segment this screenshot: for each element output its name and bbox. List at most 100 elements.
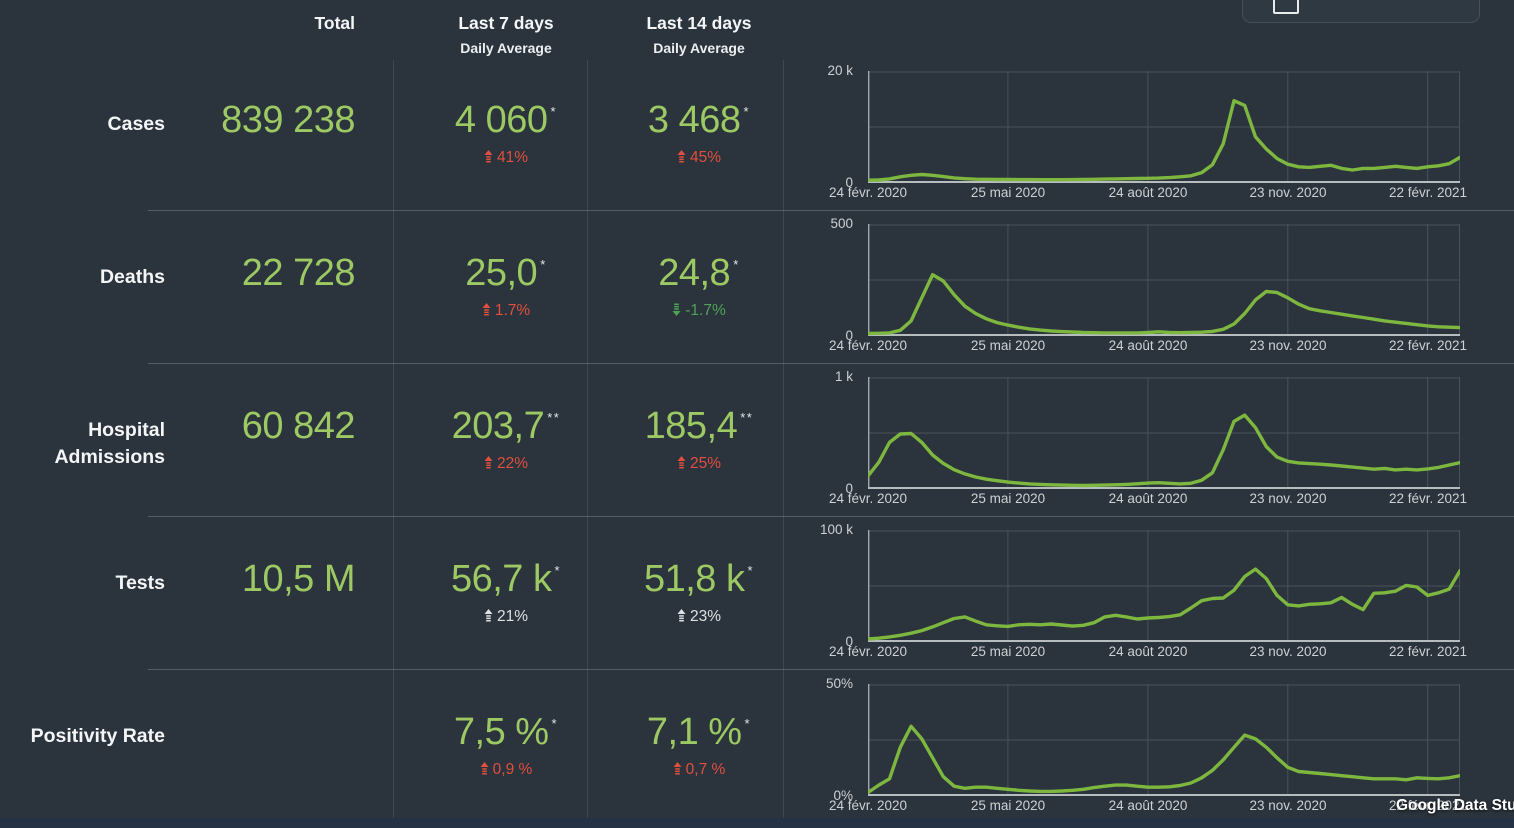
- up-arrow-icon: [484, 150, 493, 163]
- footnote-asterisk: **: [547, 410, 561, 425]
- x-tick-label: 23 nov. 2020: [1249, 491, 1327, 506]
- deaths-total-cell: 22 728: [170, 210, 356, 363]
- tests-last7-cell: 56,7 k * 21%: [398, 516, 614, 669]
- delta-text: 41%: [496, 149, 529, 166]
- hospital-total-value: 60 842: [241, 405, 356, 447]
- row-positivity-rate: Positivity Rate 7,5 % * 0,9 % 7,1 % * 0,7 …: [0, 669, 783, 822]
- deaths-last7-value: 25,0: [465, 252, 538, 294]
- x-tick-label: 24 févr. 2020: [828, 644, 908, 659]
- column-header-total: Total: [314, 13, 355, 33]
- up-arrow-icon: [484, 456, 493, 469]
- row-label-hospital-admissions: Hospital Admissions: [54, 419, 165, 468]
- x-tick-label: 22 févr. 2021: [1388, 798, 1468, 813]
- line-chart-cases: [868, 71, 1460, 183]
- y-axis-min-label: 0%: [833, 788, 853, 803]
- x-tick-label: 25 mai 2020: [970, 644, 1046, 659]
- y-axis-max-label: 1 k: [834, 369, 853, 384]
- delta-text: 45%: [689, 149, 722, 166]
- row-divider: [148, 210, 1514, 211]
- cases-last7-cell: 4 060 * 41%: [398, 57, 614, 210]
- tests-total-value: 10,5 M: [241, 558, 356, 600]
- tests-total-cell: 10,5 M: [170, 516, 356, 669]
- down-arrow-icon: [672, 303, 681, 316]
- y-axis-max-label: 100 k: [819, 522, 853, 537]
- column-subheader-last14: Daily Average: [653, 40, 745, 56]
- deaths-last7-cell: 25,0 * 1.7%: [398, 210, 614, 363]
- positivity-last7-delta: 0,9 %: [398, 761, 614, 779]
- row-hospital-admissions: Hospital Admissions 60 842 203,7 ** 22% 1…: [0, 363, 783, 516]
- up-arrow-icon: [484, 609, 493, 622]
- hospital-last7-value: 203,7: [451, 405, 545, 447]
- column-header-last7: Last 7 days: [458, 13, 554, 33]
- delta-text: 25%: [689, 455, 722, 472]
- footnote-asterisk: *: [551, 716, 559, 731]
- x-tick-label: 22 févr. 2021: [1388, 185, 1468, 200]
- hospital-last14-delta: 25%: [591, 455, 807, 473]
- sparkline-deaths: 500 0 24 févr. 2020 25 mai 2020 24 août …: [783, 216, 1514, 359]
- delta-text: -1.7%: [685, 302, 726, 319]
- hospital-last14-cell: 185,4 ** 25%: [591, 363, 807, 516]
- cases-last14-delta: 45%: [591, 149, 807, 167]
- x-tick-label: 23 nov. 2020: [1249, 798, 1327, 813]
- tests-last14-cell: 51,8 k * 23%: [591, 516, 807, 669]
- up-arrow-icon: [482, 303, 491, 316]
- x-tick-label: 22 févr. 2021: [1388, 644, 1468, 659]
- image-frame-icon: [1273, 0, 1299, 14]
- cases-total-value: 839 238: [221, 99, 355, 141]
- column-divider: [587, 60, 588, 818]
- y-axis-min-label: 0: [845, 328, 853, 343]
- toolbar-card[interactable]: [1242, 0, 1480, 23]
- cases-last14-cell: 3 468 * 45%: [591, 57, 807, 210]
- column-header-last14: Last 14 days: [646, 13, 752, 33]
- deaths-last7-delta: 1.7%: [398, 302, 614, 320]
- row-label-positivity-rate: Positivity Rate: [30, 725, 165, 747]
- sparkline-cases: 20 k 0 24 févr. 2020 25 mai 2020 24 août…: [783, 63, 1514, 206]
- row-label-deaths: Deaths: [99, 266, 165, 288]
- row-label-tests: Tests: [115, 572, 166, 594]
- column-divider: [393, 60, 394, 818]
- row-divider: [148, 669, 1514, 670]
- x-tick-label: 24 août 2020: [1108, 185, 1188, 200]
- deaths-last14-cell: 24,8 * -1.7%: [591, 210, 807, 363]
- x-tick-label: 23 nov. 2020: [1249, 644, 1327, 659]
- x-tick-label: 24 août 2020: [1108, 338, 1188, 353]
- tests-last7-value: 56,7 k: [450, 558, 552, 600]
- tests-last7-delta: 21%: [398, 608, 614, 626]
- footnote-asterisk: *: [550, 104, 558, 119]
- y-axis-min-label: 0: [845, 175, 853, 190]
- hospital-last14-value: 185,4: [644, 405, 738, 447]
- page-edge: [0, 818, 1514, 828]
- x-axis-labels: 24 févr. 2020 25 mai 2020 24 août 2020 2…: [783, 338, 1514, 356]
- up-arrow-icon: [677, 609, 686, 622]
- x-tick-label: 24 août 2020: [1108, 491, 1188, 506]
- row-cases: Cases 839 238 4 060 * 41% 3 468 * 45%: [0, 57, 783, 210]
- tests-last14-value: 51,8 k: [643, 558, 745, 600]
- y-axis-min-label: 0: [845, 634, 853, 649]
- column-subheader-last7: Daily Average: [460, 40, 552, 56]
- delta-text: 22%: [496, 455, 529, 472]
- x-tick-label: 23 nov. 2020: [1249, 185, 1327, 200]
- line-chart-positivity-rate: [868, 684, 1460, 796]
- x-tick-label: 24 févr. 2020: [828, 185, 908, 200]
- x-tick-label: 22 févr. 2021: [1388, 491, 1468, 506]
- x-tick-label: 22 févr. 2021: [1388, 338, 1468, 353]
- cases-last7-value: 4 060: [454, 99, 548, 141]
- x-tick-label: 24 févr. 2020: [828, 798, 908, 813]
- sparkline-tests: 100 k 0 24 févr. 2020 25 mai 2020 24 aoû…: [783, 522, 1514, 665]
- hospital-total-cell: 60 842: [170, 363, 356, 516]
- positivity-last7-cell: 7,5 % * 0,9 %: [398, 669, 614, 822]
- column-divider: [783, 60, 784, 818]
- up-arrow-icon: [673, 762, 682, 775]
- row-deaths: Deaths 22 728 25,0 * 1.7% 24,8 * -1.7%: [0, 210, 783, 363]
- footnote-asterisk: *: [733, 257, 740, 272]
- hospital-last7-cell: 203,7 ** 22%: [398, 363, 614, 516]
- footnote-asterisk: *: [743, 104, 751, 119]
- y-axis-max-label: 500: [830, 216, 853, 231]
- delta-text: 1.7%: [494, 302, 531, 319]
- sparkline-hospital-admissions: 1 k 0 24 févr. 2020 25 mai 2020 24 août …: [783, 369, 1514, 512]
- positivity-last14-delta: 0,7 %: [591, 761, 807, 779]
- up-arrow-icon: [677, 150, 686, 163]
- cases-total-cell: 839 238: [170, 57, 355, 210]
- footnote-asterisk: **: [740, 410, 754, 425]
